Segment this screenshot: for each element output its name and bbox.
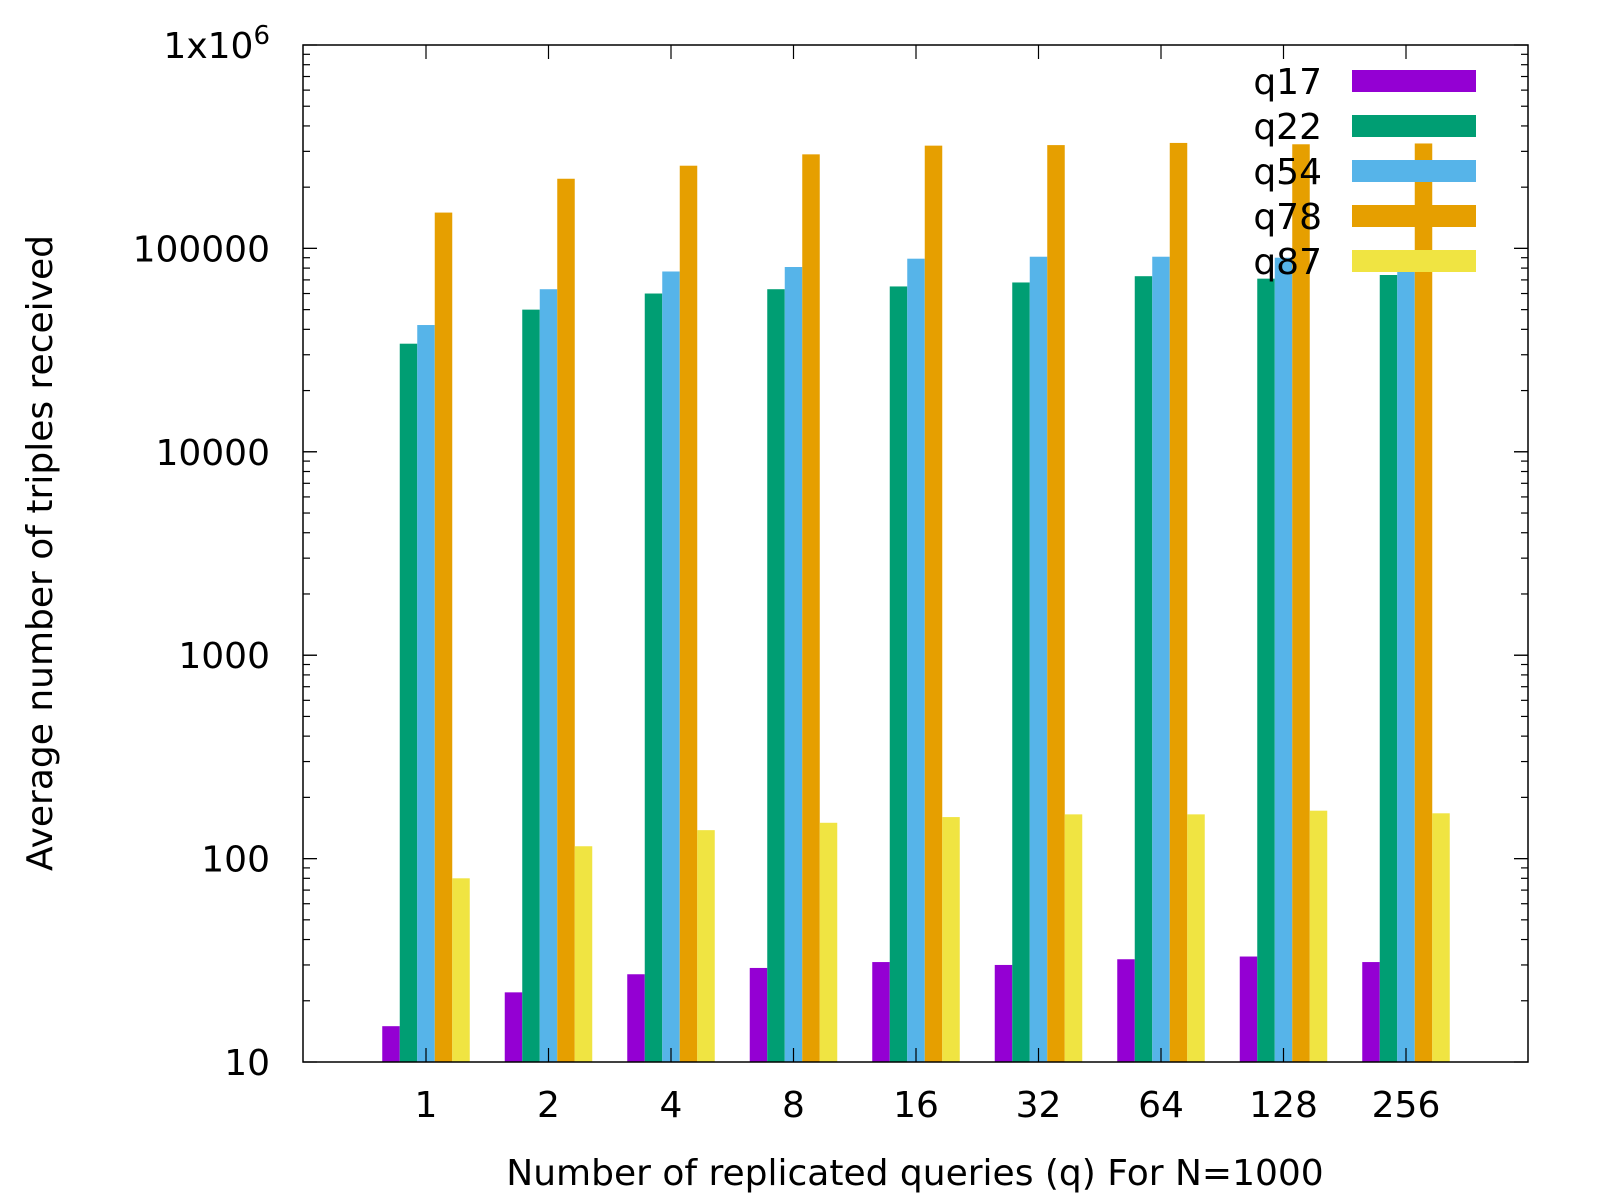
bar-q17-32 [994,964,1013,1062]
bar-q22-1 [399,343,418,1062]
bar-q22-4 [644,293,663,1062]
y-tick-label: 10 [224,1043,270,1084]
legend-swatch-q78 [1352,205,1476,227]
x-axis-title: Number of replicated queries (q) For N=1… [506,1153,1323,1194]
y-axis-title: Average number of triples received [20,235,61,871]
legend-swatch-q17 [1352,70,1476,92]
bar-q17-2 [504,992,523,1062]
legend-swatch-q22 [1352,115,1476,137]
bar-q78-1 [434,212,453,1062]
legend-label-q78: q78 [1253,197,1322,238]
legend-swatch-q87 [1352,250,1476,272]
x-tick-label: 128 [1249,1085,1318,1126]
x-tick-label: 4 [660,1085,683,1126]
x-tick-label: 2 [537,1085,560,1126]
tick-marks [303,44,1528,1063]
bar-q22-256 [1379,275,1398,1062]
bar-q17-16 [872,962,890,1062]
bar-q22-64 [1134,276,1153,1062]
y-tick-label: 100 [201,840,270,881]
bar-q17-256 [1362,962,1380,1062]
bar-q54-4 [662,271,680,1062]
legend-swatch-q54 [1352,160,1476,182]
x-tick-label: 16 [893,1085,939,1126]
x-tick-label: 32 [1016,1085,1062,1126]
x-tick-label: 256 [1372,1085,1441,1126]
bar-q87-1 [452,878,470,1062]
bar-q54-16 [907,258,925,1062]
bar-q54-128 [1274,257,1293,1063]
x-tick-label: 1 [415,1085,438,1126]
bar-q87-4 [697,830,715,1062]
plot-frame [302,44,1529,1063]
y-tick-label: 10000 [155,433,270,474]
bar-q22-16 [889,286,908,1062]
legend-label-q87: q87 [1253,242,1322,283]
x-axis-tick-labels: 1 2 4 8 16 32 64 128 256 [415,1085,1441,1126]
bar-q78-32 [1047,145,1065,1063]
bar-q78-64 [1169,142,1188,1062]
bar-q87-128 [1309,810,1328,1062]
bar-q22-8 [767,289,785,1063]
bar-q87-16 [942,817,960,1062]
bar-q87-8 [819,822,838,1062]
bar-q54-256 [1397,252,1415,1062]
bar-q78-128 [1292,144,1310,1062]
y-tick-label: 1000 [178,636,270,677]
bar-q78-256 [1414,143,1433,1063]
bar-q17-64 [1117,959,1135,1062]
bar-q22-32 [1012,282,1030,1063]
bar-q78-2 [557,178,575,1062]
y-axis-tick-labels: 10 100 1000 10000 100000 1x106 [133,21,270,1084]
bar-q22-128 [1257,278,1275,1062]
bar-q78-16 [924,145,943,1062]
bar-q22-2 [522,309,540,1062]
legend-label-q17: q17 [1253,62,1322,103]
bar-q17-8 [749,967,768,1062]
bar-q87-64 [1187,814,1205,1062]
bar-q87-2 [574,846,593,1062]
bars-layer [382,142,1450,1063]
bar-q17-4 [627,974,645,1062]
bar-q54-8 [784,267,803,1062]
legend-label-q22: q22 [1253,107,1322,148]
bar-q17-1 [382,1026,400,1062]
bar-q54-2 [539,289,558,1063]
legend-label-q54: q54 [1253,152,1322,193]
y-tick-label: 100000 [133,229,270,270]
x-tick-label: 8 [782,1085,805,1126]
bar-q78-4 [679,165,698,1062]
bar-q17-128 [1239,956,1258,1062]
bar-q78-8 [802,154,820,1063]
bar-q54-64 [1152,256,1170,1063]
y-tick-label: 1x106 [163,21,270,67]
bar-q87-256 [1432,813,1450,1062]
x-tick-label: 64 [1138,1085,1184,1126]
bar-q87-32 [1064,814,1083,1062]
bar-q54-1 [417,325,435,1062]
bar-q54-32 [1029,256,1048,1063]
